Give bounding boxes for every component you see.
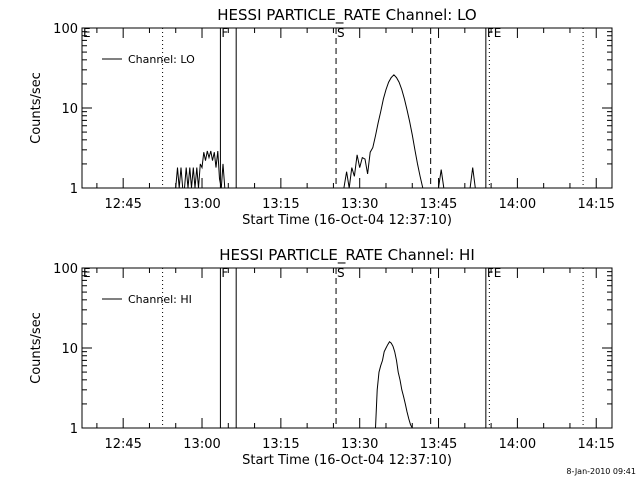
x-tick-label: 14:15 [577,197,614,212]
legend-entry: Channel: HI [128,293,192,306]
plot-frame [81,27,613,189]
data-series-line [175,74,478,189]
x-tick-label: 12:45 [104,197,141,212]
y-tick-label: 10 [61,342,78,357]
x-tick-label: 13:15 [262,437,299,452]
event-marker-label: E [83,266,91,280]
x-tick-label: 12:45 [104,437,141,452]
plot-frame [81,267,613,429]
event-marker-label: E [83,26,91,40]
x-tick-label: 14:15 [577,437,614,452]
x-tick-label: 13:45 [420,437,457,452]
y-axis-label: Counts/sec [29,72,44,144]
panel-0: HESSI PARTICLE_RATE Channel: LO Start Tim… [29,6,615,228]
x-tick-label: 13:30 [341,197,378,212]
footer-timestamp: 8-Jan-2010 09:41 [566,467,636,476]
x-tick-label: 14:00 [499,197,536,212]
event-marker-label: FE [487,266,501,280]
y-tick-label: 10 [61,102,78,117]
y-tick-label: 1 [70,182,78,197]
event-marker-label: FE [487,26,501,40]
panel-1: HESSI PARTICLE_RATE Channel: HI Start Tim… [29,246,615,468]
event-marker-label: F [221,26,228,40]
chart-title: HESSI PARTICLE_RATE Channel: HI [219,246,475,265]
x-tick-label: 13:00 [183,197,220,212]
x-tick-label: 14:00 [499,437,536,452]
x-axis-label: Start Time (16-Oct-04 12:37:10) [242,213,452,228]
x-tick-label: 13:30 [341,437,378,452]
x-tick-label: 13:00 [183,437,220,452]
y-tick-label: 1 [70,422,78,437]
event-marker-label: S [337,26,345,40]
chart-title: HESSI PARTICLE_RATE Channel: LO [217,6,476,25]
x-tick-label: 13:15 [262,197,299,212]
data-series-line [375,340,413,429]
event-marker-label: F [221,266,228,280]
y-axis-label: Counts/sec [29,312,44,384]
event-marker-label: S [337,266,345,280]
y-tick-label: 100 [53,262,78,277]
y-tick-label: 100 [53,22,78,37]
legend-entry: Channel: LO [128,53,195,66]
x-axis-label: Start Time (16-Oct-04 12:37:10) [242,453,452,468]
x-tick-label: 13:45 [420,197,457,212]
